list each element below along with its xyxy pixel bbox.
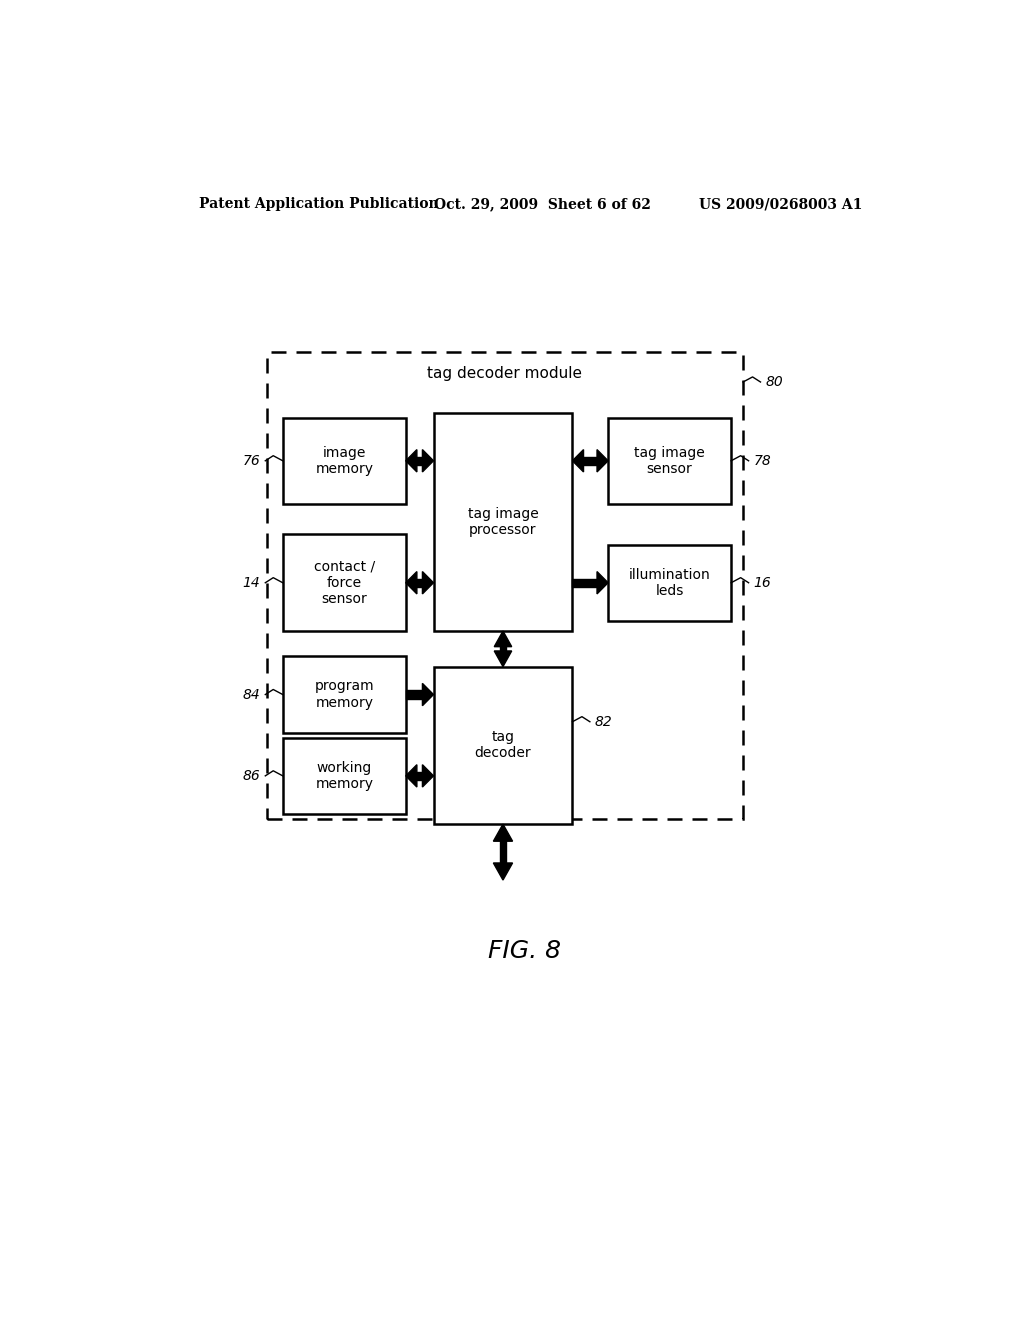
Text: working
memory: working memory bbox=[315, 760, 374, 791]
Polygon shape bbox=[572, 450, 584, 473]
Text: 78: 78 bbox=[754, 454, 771, 467]
Polygon shape bbox=[406, 572, 417, 594]
Text: tag image
sensor: tag image sensor bbox=[634, 446, 705, 477]
FancyBboxPatch shape bbox=[608, 417, 731, 504]
Polygon shape bbox=[495, 631, 512, 647]
Polygon shape bbox=[415, 772, 425, 780]
Polygon shape bbox=[423, 684, 433, 706]
FancyBboxPatch shape bbox=[433, 412, 572, 631]
Polygon shape bbox=[494, 863, 513, 880]
Text: US 2009/0268003 A1: US 2009/0268003 A1 bbox=[699, 197, 863, 211]
Polygon shape bbox=[415, 578, 425, 587]
Polygon shape bbox=[582, 457, 599, 465]
Polygon shape bbox=[415, 457, 425, 465]
Text: 84: 84 bbox=[243, 688, 260, 701]
Polygon shape bbox=[495, 651, 512, 667]
Text: 76: 76 bbox=[243, 454, 260, 467]
Polygon shape bbox=[494, 824, 513, 841]
Text: tag decoder module: tag decoder module bbox=[427, 367, 583, 381]
Polygon shape bbox=[423, 764, 433, 787]
Polygon shape bbox=[406, 690, 424, 698]
Polygon shape bbox=[423, 572, 433, 594]
Polygon shape bbox=[572, 578, 598, 587]
Text: 86: 86 bbox=[243, 768, 260, 783]
Polygon shape bbox=[423, 450, 433, 473]
Text: tag
decoder: tag decoder bbox=[475, 730, 531, 760]
Text: 14: 14 bbox=[243, 576, 260, 590]
Polygon shape bbox=[500, 838, 506, 866]
FancyBboxPatch shape bbox=[283, 656, 406, 733]
FancyBboxPatch shape bbox=[433, 667, 572, 824]
Polygon shape bbox=[406, 450, 417, 473]
Polygon shape bbox=[597, 450, 608, 473]
Text: illumination
leds: illumination leds bbox=[629, 568, 711, 598]
FancyBboxPatch shape bbox=[283, 417, 406, 504]
Text: FIG. 8: FIG. 8 bbox=[488, 940, 561, 964]
Text: Oct. 29, 2009  Sheet 6 of 62: Oct. 29, 2009 Sheet 6 of 62 bbox=[433, 197, 650, 211]
Text: program
memory: program memory bbox=[314, 680, 374, 710]
FancyBboxPatch shape bbox=[283, 535, 406, 631]
Polygon shape bbox=[597, 572, 608, 594]
FancyBboxPatch shape bbox=[608, 545, 731, 620]
FancyBboxPatch shape bbox=[283, 738, 406, 814]
Text: image
memory: image memory bbox=[315, 446, 374, 477]
Text: 80: 80 bbox=[765, 375, 783, 389]
Text: tag image
processor: tag image processor bbox=[468, 507, 539, 537]
Text: 82: 82 bbox=[595, 714, 612, 729]
Text: 16: 16 bbox=[754, 576, 771, 590]
Text: contact /
force
sensor: contact / force sensor bbox=[313, 560, 375, 606]
Polygon shape bbox=[500, 644, 506, 655]
Text: Patent Application Publication: Patent Application Publication bbox=[200, 197, 439, 211]
Polygon shape bbox=[406, 764, 417, 787]
